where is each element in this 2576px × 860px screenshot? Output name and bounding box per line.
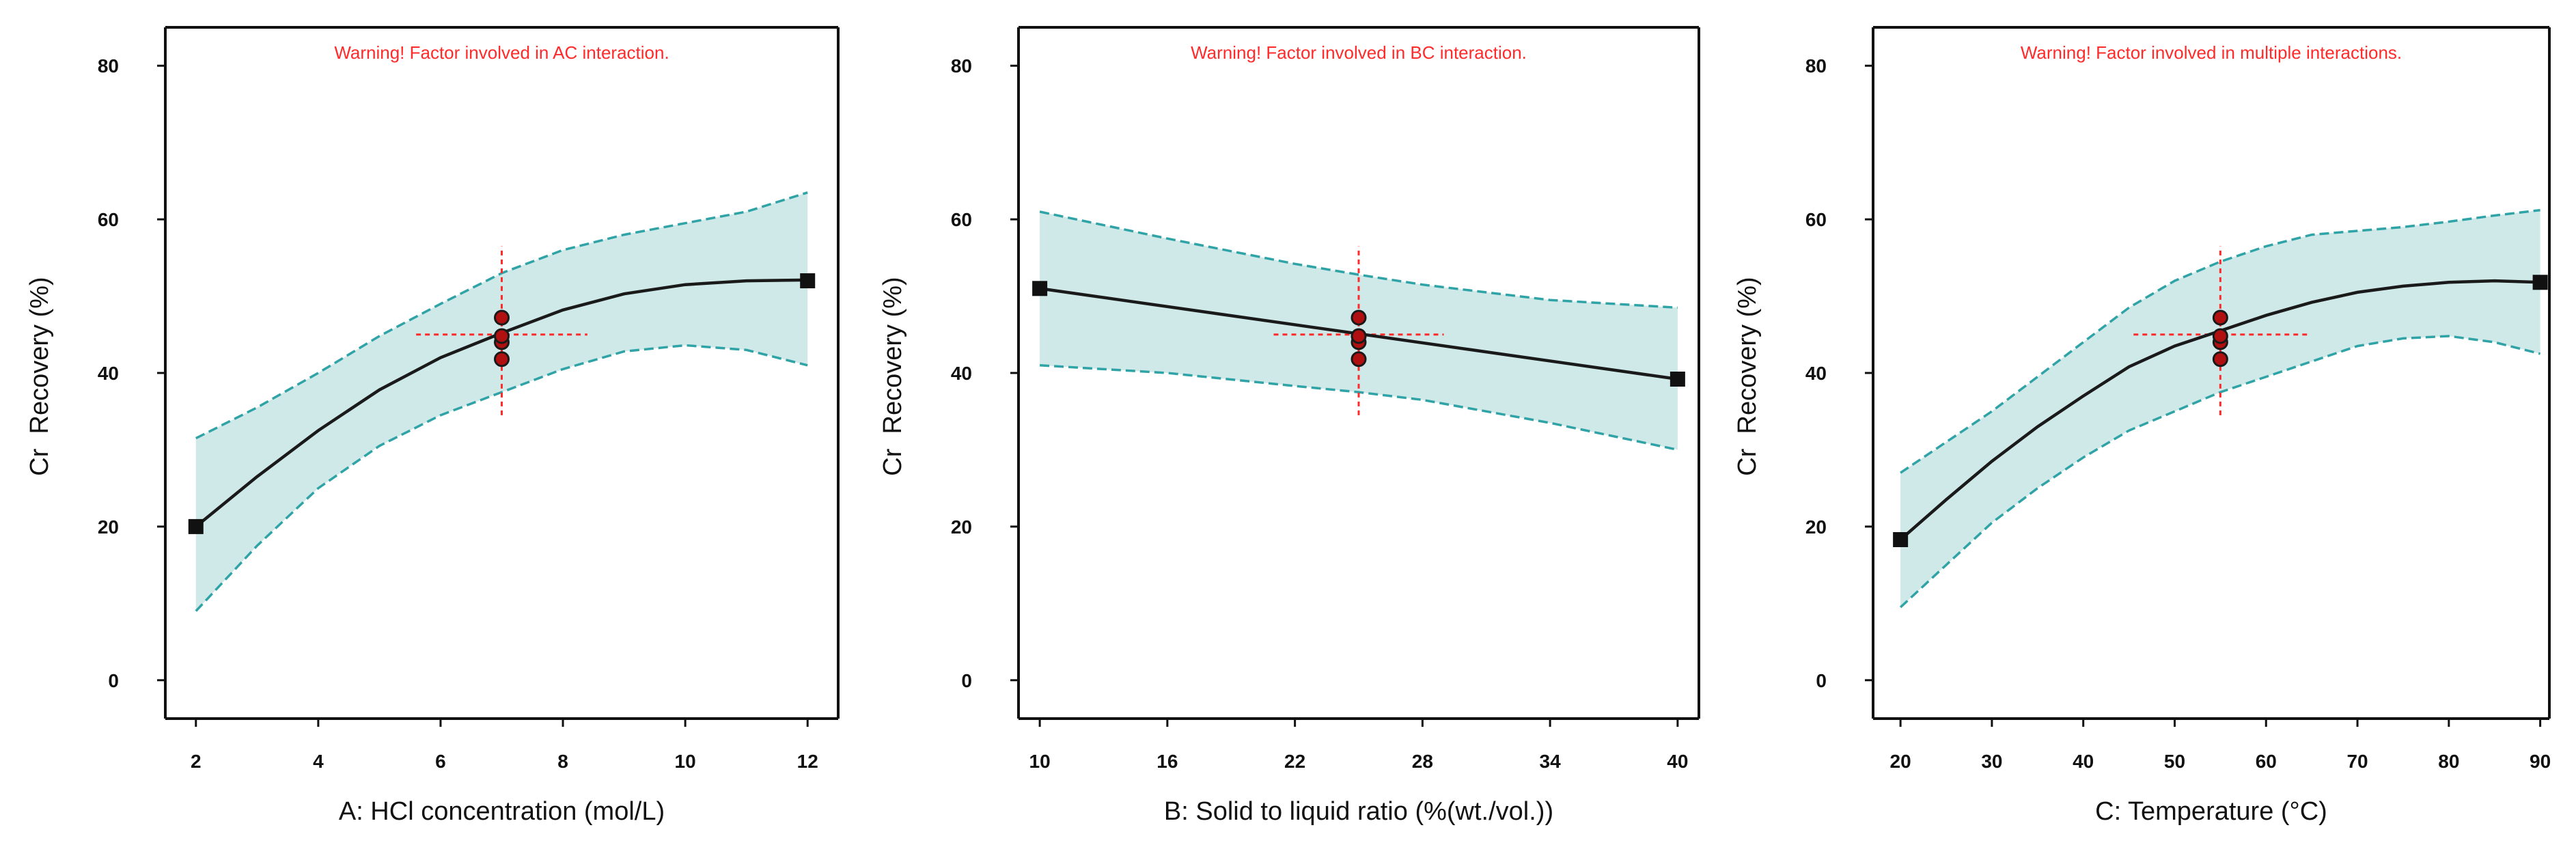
- x-tick-label: 8: [557, 751, 568, 772]
- y-tick-label: 0: [1816, 670, 1827, 691]
- x-tick-label: 16: [1157, 751, 1178, 772]
- y-tick-label: 20: [1805, 516, 1827, 538]
- endpoint-marker: [1893, 532, 1909, 548]
- x-tick-label: 28: [1412, 751, 1433, 772]
- design-point: [2212, 328, 2228, 344]
- x-tick-label: 70: [2346, 751, 2368, 772]
- design-point: [1351, 328, 1367, 344]
- x-tick-label: 30: [1981, 751, 2002, 772]
- warning-title: Warning! Factor involved in multiple int…: [2021, 42, 2402, 63]
- x-axis-title: A: HCl concentration (mol/L): [339, 797, 665, 826]
- y-tick-label: 40: [98, 363, 119, 384]
- y-tick-label: 80: [1805, 55, 1827, 77]
- x-tick-label: 80: [2438, 751, 2459, 772]
- endpoint-marker: [1032, 281, 1048, 296]
- design-point: [494, 309, 510, 326]
- y-tick-label: 20: [951, 516, 972, 538]
- confidence-band: [1900, 210, 2540, 608]
- y-axis-title: Cr Recovery (%): [1733, 277, 1762, 475]
- design-point: [494, 351, 510, 367]
- chart-panel-b: 0 20 40 60 80 10 16 22 28 34 40 Warning! Factor inv…: [878, 26, 1700, 826]
- y-tick-label: 0: [961, 670, 972, 691]
- ci-lower-line: [1039, 364, 1678, 452]
- y-tick-label: 60: [98, 209, 119, 230]
- y-tick-label: 40: [951, 363, 972, 384]
- x-tick-label: 4: [313, 751, 324, 772]
- x-tick-label: 60: [2256, 751, 2277, 772]
- x-tick-label: 40: [2073, 751, 2094, 772]
- x-tick-label: 50: [2164, 751, 2185, 772]
- ci-upper-line: [1900, 208, 2540, 474]
- x-axis-title: C: Temperature (°C): [2095, 797, 2327, 826]
- y-axis-title: Cr Recovery (%): [25, 277, 54, 475]
- design-point: [1351, 351, 1367, 367]
- y-tick-label: 0: [108, 670, 119, 691]
- endpoint-marker: [188, 518, 204, 534]
- ci-upper-line: [1039, 210, 1678, 309]
- design-point: [494, 328, 510, 344]
- warning-title: Warning! Factor involved in AC interacti…: [334, 42, 669, 63]
- x-tick-label: 20: [1890, 751, 1911, 772]
- endpoint-marker: [1670, 371, 1685, 387]
- ci-lower-line: [1899, 335, 2541, 609]
- x-tick-label: 34: [1540, 751, 1562, 772]
- y-tick-label: 60: [951, 209, 972, 230]
- x-tick-label: 2: [191, 751, 202, 772]
- design-point: [1351, 309, 1367, 326]
- x-tick-label: 6: [435, 751, 446, 772]
- x-tick-label: 12: [797, 751, 818, 772]
- y-tick-label: 20: [98, 516, 119, 538]
- x-tick-label: 10: [1029, 751, 1051, 772]
- y-tick-label: 80: [98, 55, 119, 77]
- endpoint-marker: [2532, 275, 2548, 290]
- ci-lower-line: [195, 344, 808, 612]
- chart-panel-a: 0 20 40 60 80 2 4 6 8 10 12 Warning! Factor involve…: [25, 26, 840, 826]
- y-tick-label: 60: [1805, 209, 1827, 230]
- design-point: [2212, 309, 2228, 326]
- x-tick-label: 10: [675, 751, 696, 772]
- endpoint-marker: [800, 273, 816, 289]
- x-tick-label: 22: [1284, 751, 1305, 772]
- confidence-band: [195, 192, 808, 611]
- y-tick-label: 40: [1805, 363, 1827, 384]
- x-tick-label: 40: [1667, 751, 1688, 772]
- x-axis-title: B: Solid to liquid ratio (%(wt./vol.)): [1164, 797, 1553, 826]
- y-axis-title: Cr Recovery (%): [878, 277, 907, 475]
- warning-title: Warning! Factor involved in BC interacti…: [1191, 42, 1527, 63]
- design-point: [2212, 351, 2228, 367]
- chart-panel-c: 0 20 40 60 80 20 30 40 50 60 70 80 90 Warning! Factor…: [1733, 26, 2551, 826]
- x-tick-label: 90: [2530, 751, 2551, 772]
- y-tick-label: 80: [951, 55, 972, 77]
